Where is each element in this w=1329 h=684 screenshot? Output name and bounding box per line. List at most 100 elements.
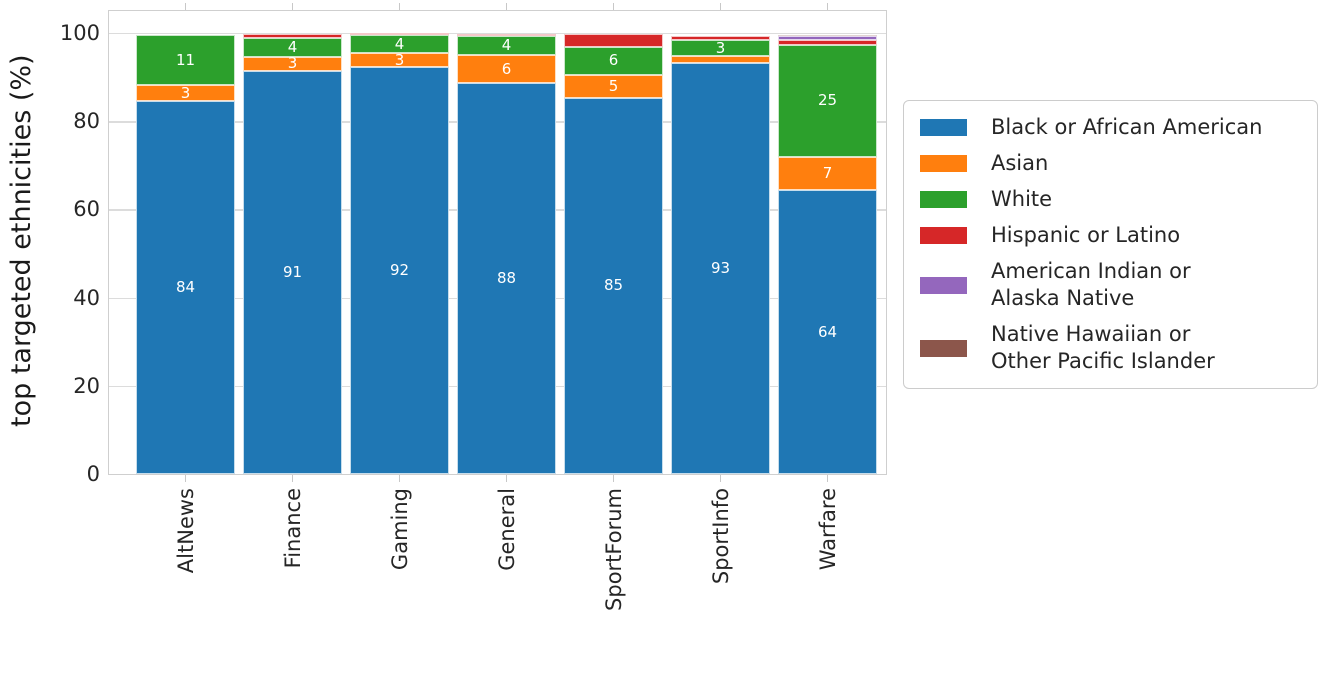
y-tick-label: 60	[73, 197, 100, 222]
y-tick-label: 20	[73, 373, 100, 398]
bar-gaming: 92 3 4	[350, 11, 449, 474]
bar-finance: 91 3 4	[243, 11, 342, 474]
legend-swatch	[920, 119, 967, 136]
x-tick-label-altnews: AltNews	[173, 488, 198, 574]
bar-segment-general: 88	[457, 83, 556, 474]
bar-altnews: 84 3 11	[136, 11, 235, 474]
x-tick-mark-top	[398, 2, 401, 10]
legend-swatch	[920, 191, 967, 208]
bar-value-label: 3	[394, 50, 405, 69]
x-tick-mark-bottom	[505, 475, 508, 483]
legend-label: Hispanic or Latino	[991, 223, 1181, 247]
bar-value-label: 25	[817, 91, 838, 110]
bar-segment-gaming: 92	[350, 67, 449, 474]
bar-segment-warfare: 25	[778, 44, 877, 157]
gridline-100	[109, 33, 886, 35]
bar-value-label: 64	[817, 322, 838, 341]
legend-label: American Indian or Alaska Native	[991, 259, 1191, 310]
y-tick-label: 80	[73, 109, 100, 134]
bar-segment-altnews: 11	[136, 35, 235, 86]
x-tick-mark-top	[184, 2, 187, 10]
bar-sportinfo: 93 3	[671, 11, 770, 474]
legend-swatch	[920, 339, 967, 357]
bar-value-label: 3	[287, 54, 298, 73]
bar-segment-general: 4	[457, 35, 556, 55]
bar-value-label: 6	[501, 59, 512, 78]
bar-general: 88 6 4	[457, 11, 556, 474]
legend-label: Asian	[991, 151, 1049, 175]
x-tick-mark-bottom	[826, 475, 829, 483]
bar-value-label: 3	[180, 83, 191, 102]
x-tick-label-general: General	[494, 488, 519, 571]
x-tick-mark-top	[719, 2, 722, 10]
bar-warfare: 64 7 25	[778, 11, 877, 474]
bar-segment-sportforum: 85	[564, 97, 663, 474]
x-tick-mark-top	[826, 2, 829, 10]
bar-segment-finance: 3	[243, 54, 342, 73]
bar-segment-sportforum: 5	[564, 74, 663, 98]
legend-label: Native Hawaiian or Other Pacific Islander	[991, 322, 1215, 373]
legend-item-black-or-african-american: Black or African American	[920, 114, 1301, 141]
x-tick-mark-top	[291, 2, 294, 10]
bar-segment-warfare: 7	[778, 156, 877, 191]
bar-segment-altnews: 84	[136, 101, 235, 474]
bar-value-label: 85	[603, 276, 624, 295]
x-tick-mark-top	[612, 2, 615, 10]
x-tick-mark-bottom	[398, 475, 401, 483]
bar-segment-gaming: 3	[350, 50, 449, 69]
legend-item-white: White	[920, 186, 1301, 213]
legend-swatch	[920, 276, 967, 294]
bar-segment-finance	[243, 33, 342, 39]
bar-segment-warfare	[778, 40, 877, 45]
x-tick-label-sportforum: SportForum	[601, 488, 626, 611]
bar-segment-general	[457, 33, 556, 36]
bar-segment-altnews: 3	[136, 83, 235, 102]
bar-value-label: 4	[394, 34, 405, 53]
bar-segment-sportinfo	[671, 35, 770, 41]
bar-value-label: 92	[389, 261, 410, 280]
y-tick-label: 40	[73, 285, 100, 310]
bar-segment-warfare	[778, 35, 877, 41]
y-tick-label: 100	[59, 21, 100, 46]
legend: Black or African American Asian White Hispa…	[903, 100, 1318, 389]
bar-segment-sportinfo: 93	[671, 62, 770, 474]
legend-label: Black or African American	[991, 115, 1263, 139]
bar-value-label: 93	[710, 258, 731, 277]
bar-sportforum: 85 5 6	[564, 11, 663, 474]
bar-segment-sportinfo: 3	[671, 38, 770, 57]
legend-swatch	[920, 155, 967, 172]
legend-item-american-indian-or-alaska-native: American Indian or Alaska Native	[920, 258, 1301, 312]
bar-value-label: 91	[282, 262, 303, 281]
y-axis-label: top targeted ethnicities (%)	[6, 54, 37, 428]
x-tick-mark-bottom	[612, 475, 615, 483]
y-tick-label: 0	[86, 462, 100, 486]
x-tick-mark-top	[505, 2, 508, 10]
x-tick-mark-bottom	[719, 475, 722, 483]
x-tick-mark-bottom	[184, 475, 187, 483]
legend-swatch	[920, 227, 967, 244]
bar-segment-general: 6	[457, 54, 556, 84]
x-tick-label-finance: Finance	[280, 488, 305, 569]
x-tick-label-warfare: Warfare	[815, 488, 840, 571]
bar-segment-warfare: 64	[778, 190, 877, 474]
bar-value-label: 11	[175, 50, 196, 69]
bar-value-label: 3	[715, 38, 726, 57]
bar-value-label: 5	[608, 76, 619, 95]
legend-label: White	[991, 187, 1053, 211]
bar-segment-sportinfo	[671, 56, 770, 63]
bar-segment-finance: 4	[243, 38, 342, 57]
bar-value-label: 4	[287, 38, 298, 57]
x-tick-mark-bottom	[291, 475, 294, 483]
bar-value-label: 7	[822, 164, 833, 182]
bar-segment-gaming	[350, 33, 449, 36]
bar-value-label: 88	[496, 269, 517, 288]
legend-item-asian: Asian	[920, 150, 1301, 177]
bar-value-label: 4	[501, 35, 512, 54]
bar-value-label: 6	[608, 51, 619, 70]
x-tick-label-gaming: Gaming	[387, 488, 412, 571]
bar-segment-sportforum: 6	[564, 46, 663, 75]
legend-item-native-hawaiian-or-other-pacific-islander: Native Hawaiian or Other Pacific Islander	[920, 321, 1301, 375]
bar-segment-warfare	[778, 34, 877, 36]
plot-area: 84 3 11 91 3 4 92 3 4 88 6 4 85 5 6 93 3 64 7 25	[108, 2, 887, 483]
